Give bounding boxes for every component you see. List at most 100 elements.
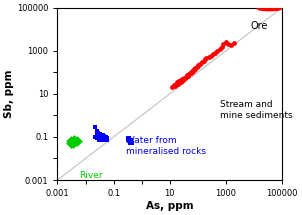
- Point: [98, 136, 103, 140]
- Point: [104, 137, 109, 140]
- Text: Water from
mineralised rocks: Water from mineralised rocks: [126, 136, 206, 156]
- Point: [211, 52, 216, 56]
- Point: [99, 138, 104, 142]
- Point: [175, 83, 179, 86]
- Point: [221, 43, 226, 46]
- Point: [200, 60, 204, 64]
- Point: [97, 135, 101, 139]
- Point: [184, 74, 189, 77]
- Point: [184, 75, 188, 79]
- Point: [193, 67, 198, 70]
- Point: [193, 66, 198, 70]
- Point: [101, 138, 105, 141]
- Point: [178, 80, 183, 84]
- Point: [93, 126, 98, 129]
- Point: [128, 139, 133, 143]
- Point: [72, 140, 77, 143]
- Point: [99, 134, 104, 138]
- Point: [212, 51, 217, 55]
- Point: [183, 76, 188, 80]
- Point: [223, 40, 228, 44]
- Point: [100, 137, 105, 141]
- Point: [94, 137, 99, 140]
- Point: [195, 64, 200, 68]
- Point: [190, 69, 195, 72]
- Point: [103, 138, 108, 141]
- Point: [105, 138, 110, 141]
- Point: [172, 85, 177, 88]
- Point: [195, 63, 200, 67]
- Point: [103, 136, 108, 139]
- Point: [191, 68, 196, 71]
- Point: [190, 70, 194, 73]
- Point: [72, 138, 77, 142]
- Point: [69, 139, 73, 143]
- Point: [172, 84, 176, 87]
- Point: [104, 138, 109, 142]
- Point: [97, 132, 101, 135]
- Point: [188, 71, 192, 75]
- Point: [130, 141, 134, 144]
- Point: [175, 80, 179, 84]
- Point: [177, 80, 182, 83]
- Point: [194, 65, 199, 69]
- Point: [96, 131, 101, 135]
- Point: [198, 62, 203, 65]
- Point: [219, 45, 224, 49]
- Point: [94, 130, 99, 133]
- Point: [204, 57, 209, 60]
- Point: [129, 140, 133, 143]
- Point: [125, 137, 130, 140]
- Point: [173, 82, 178, 85]
- Point: [127, 141, 132, 144]
- Polygon shape: [258, 7, 281, 11]
- Point: [232, 42, 237, 45]
- Point: [99, 138, 104, 141]
- Point: [189, 71, 194, 74]
- Point: [105, 137, 110, 141]
- Point: [228, 43, 233, 47]
- Point: [188, 72, 193, 75]
- Point: [185, 73, 190, 77]
- Point: [170, 86, 175, 89]
- Point: [127, 138, 132, 141]
- Point: [187, 73, 192, 76]
- Point: [128, 138, 133, 142]
- Point: [101, 134, 105, 137]
- Point: [207, 55, 211, 59]
- Point: [69, 141, 73, 144]
- Y-axis label: Sb, ppm: Sb, ppm: [4, 70, 14, 118]
- Point: [186, 75, 191, 78]
- Point: [103, 136, 108, 140]
- Point: [180, 77, 185, 80]
- Point: [101, 137, 106, 140]
- Point: [96, 136, 101, 140]
- Point: [203, 58, 207, 61]
- Point: [209, 54, 214, 57]
- Text: Stream and
mine sediments: Stream and mine sediments: [220, 100, 292, 120]
- Point: [217, 47, 222, 51]
- Point: [104, 136, 109, 140]
- Point: [191, 68, 196, 72]
- Point: [176, 82, 181, 85]
- Text: Ore: Ore: [250, 21, 268, 31]
- Point: [70, 142, 75, 145]
- Point: [127, 139, 131, 143]
- Point: [97, 133, 102, 136]
- Text: River: River: [79, 170, 103, 180]
- Point: [182, 77, 186, 80]
- Point: [102, 135, 107, 139]
- Point: [94, 134, 99, 137]
- Point: [215, 49, 220, 52]
- Point: [125, 138, 130, 142]
- Point: [177, 79, 182, 83]
- Point: [98, 134, 103, 137]
- Point: [93, 135, 98, 139]
- Point: [97, 137, 102, 141]
- Point: [201, 59, 206, 62]
- Point: [127, 137, 131, 141]
- Point: [97, 138, 101, 141]
- Point: [226, 43, 230, 46]
- Point: [129, 138, 133, 141]
- X-axis label: As, ppm: As, ppm: [146, 201, 194, 211]
